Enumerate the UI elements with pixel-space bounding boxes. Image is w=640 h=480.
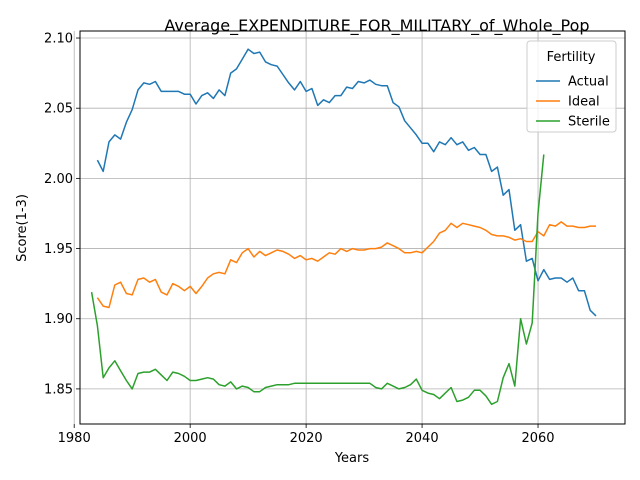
y-tick-label: 1.90 [44,312,73,327]
legend: Fertility Actual Ideal Sterile [526,40,617,133]
legend-label-actual: Actual [568,75,609,90]
legend-label-sterile: Sterile [568,115,610,130]
x-axis-label: Years [334,451,370,466]
series-line-sterile [90,154,545,406]
series-line-ideal [96,221,596,309]
legend-title: Fertility [547,50,596,65]
legend-label-ideal: Ideal [568,95,600,110]
x-tick-label: 2000 [174,431,207,446]
axis-ticks: 1980 2000 2020 2040 2060 1.85 1.90 1.95 2.00 2.05… [44,32,555,446]
legend-box [526,40,617,133]
legend-items: Actual Ideal Sterile [536,75,610,130]
plot-frame [79,30,626,425]
y-tick-label: 2.10 [44,32,73,47]
y-tick-label: 2.00 [44,172,73,187]
x-tick-label: 2020 [290,431,323,446]
y-tick-label: 1.95 [44,242,73,257]
series-line-actual [96,48,597,317]
y-tick-label: 2.05 [44,102,73,117]
x-tick-label: 2060 [521,431,554,446]
chart-title: Average_EXPENDITURE_FOR_MILITARY_of_Whol… [164,16,589,36]
y-axis-label: Score(1-3) [15,194,30,262]
series-lines [90,48,597,406]
y-tick-label: 1.85 [44,382,73,397]
x-tick-label: 1980 [58,431,91,446]
x-tick-label: 2040 [406,431,439,446]
